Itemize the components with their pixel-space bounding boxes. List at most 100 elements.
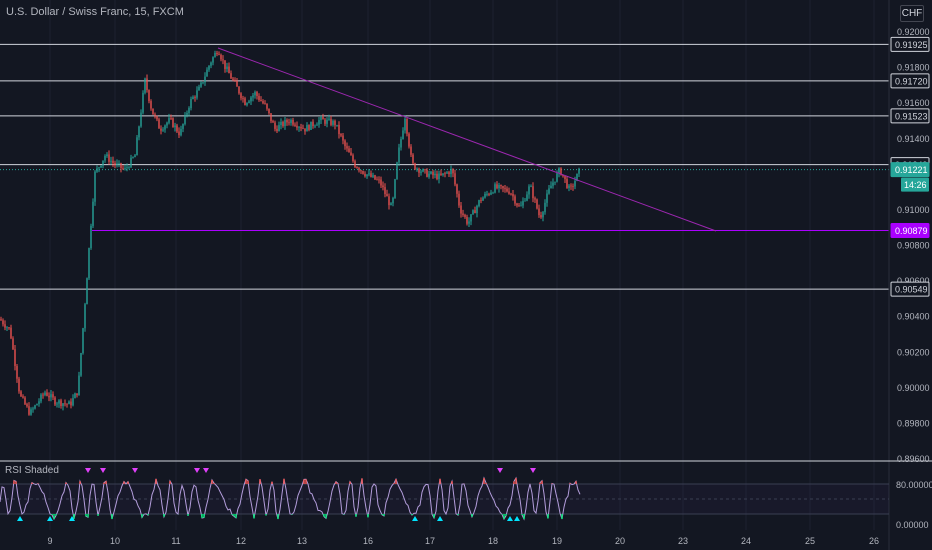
candle-body bbox=[370, 173, 372, 177]
downtrend-line[interactable] bbox=[217, 47, 717, 232]
candle-body bbox=[362, 170, 364, 174]
rsi-indicator-label[interactable]: RSI Shaded bbox=[5, 465, 59, 476]
level-price-badge[interactable] bbox=[890, 36, 930, 52]
rsi-tick-label: 80.00000 bbox=[896, 480, 932, 490]
candle-body bbox=[296, 125, 298, 128]
candle-body bbox=[52, 394, 54, 398]
candle-body bbox=[262, 101, 264, 104]
candle-body bbox=[400, 138, 402, 148]
candle-body bbox=[564, 176, 566, 180]
candle-body bbox=[212, 57, 214, 63]
candle-body bbox=[200, 82, 202, 87]
rsi-sell-signal bbox=[85, 468, 91, 473]
rsi-sell-signal bbox=[132, 468, 138, 473]
candle-body bbox=[28, 406, 30, 415]
candle-body bbox=[318, 120, 320, 125]
candle-body bbox=[246, 102, 248, 106]
candle-body bbox=[208, 65, 210, 70]
horizontal-levels[interactable] bbox=[0, 43, 889, 290]
candle-body bbox=[286, 120, 288, 123]
level-price-badge[interactable] bbox=[890, 281, 930, 297]
level-price-badge[interactable] bbox=[890, 73, 930, 89]
candle-body bbox=[304, 128, 306, 132]
candle-body bbox=[128, 167, 130, 169]
price-tick-label: 0.90000 bbox=[897, 383, 930, 393]
candle-body bbox=[190, 99, 192, 109]
candle-body bbox=[100, 165, 102, 168]
candle-body bbox=[136, 137, 138, 156]
candle-body bbox=[102, 160, 104, 166]
rsi-sell-signal bbox=[100, 468, 106, 473]
candle-body bbox=[142, 92, 144, 113]
candle-body bbox=[414, 163, 416, 170]
candle-body bbox=[274, 122, 276, 129]
candle-body bbox=[264, 103, 266, 105]
candle-body bbox=[78, 375, 80, 396]
candle-body bbox=[280, 121, 282, 126]
candle-body bbox=[382, 185, 384, 188]
candle-body bbox=[502, 186, 504, 189]
candle-body bbox=[40, 394, 42, 402]
candle-body bbox=[248, 101, 250, 103]
rsi-sell-signal bbox=[497, 468, 503, 473]
candle-body bbox=[252, 95, 254, 98]
candle-body bbox=[354, 161, 356, 167]
candle-body bbox=[288, 122, 290, 124]
rsi-tick-label: 0.00000 bbox=[896, 520, 929, 530]
candle-body bbox=[76, 393, 78, 396]
candle-body bbox=[380, 179, 382, 186]
candle-body bbox=[560, 168, 562, 175]
candle-body bbox=[484, 193, 486, 198]
rsi-panel bbox=[0, 468, 889, 521]
candle-body bbox=[534, 198, 536, 200]
candle-body bbox=[124, 167, 126, 169]
candle-body bbox=[478, 200, 480, 207]
rsi-buy-signal bbox=[47, 516, 53, 521]
candle-body bbox=[420, 171, 422, 173]
level-price-badge[interactable] bbox=[890, 108, 930, 124]
price-tick-label: 0.90800 bbox=[897, 241, 930, 251]
time-tick-label: 13 bbox=[297, 536, 307, 546]
candle-body bbox=[2, 320, 4, 325]
candle-body bbox=[126, 167, 128, 169]
candle-body bbox=[350, 152, 352, 156]
candle-body bbox=[516, 203, 518, 206]
candle-body bbox=[158, 119, 160, 129]
candle-body bbox=[490, 192, 492, 195]
candle-body bbox=[446, 172, 448, 174]
candle-body bbox=[334, 120, 336, 126]
candle-body bbox=[432, 171, 434, 176]
candle-body bbox=[146, 78, 148, 91]
time-tick-label: 18 bbox=[488, 536, 498, 546]
candle-body bbox=[116, 163, 118, 166]
level-price-label: 0.91925 bbox=[895, 40, 928, 50]
candle-body bbox=[466, 216, 468, 224]
candle-body bbox=[474, 210, 476, 214]
candle-body bbox=[488, 193, 490, 195]
candle-body bbox=[230, 73, 232, 79]
candle-body bbox=[122, 168, 124, 169]
candle-body bbox=[366, 174, 368, 177]
candle-body bbox=[328, 118, 330, 120]
candle-body bbox=[266, 103, 268, 109]
candle-body bbox=[418, 168, 420, 173]
candle-body bbox=[18, 378, 20, 392]
currency-button[interactable]: CHF bbox=[900, 5, 924, 22]
candle-body bbox=[182, 123, 184, 129]
time-axis[interactable]: 9 10 11 12 13 16 17 18 19 20 23 24 25 26 bbox=[47, 536, 879, 546]
level-price-badge[interactable] bbox=[890, 162, 930, 178]
candle-body bbox=[24, 397, 26, 405]
candle-body bbox=[480, 200, 482, 201]
candle-body bbox=[412, 154, 414, 164]
price-axis[interactable]: 0.92000 0.91800 0.91600 0.91400 0.91000 0.908… bbox=[890, 27, 932, 530]
candle-body bbox=[322, 116, 324, 120]
candle-body bbox=[540, 215, 542, 218]
candle-body bbox=[132, 157, 134, 158]
candle-body bbox=[64, 403, 66, 405]
candle-body bbox=[504, 188, 506, 190]
price-tick-label: 0.90600 bbox=[897, 276, 930, 286]
candle-body bbox=[112, 160, 114, 163]
candle-body bbox=[86, 278, 88, 305]
level-price-badge[interactable] bbox=[890, 222, 930, 238]
